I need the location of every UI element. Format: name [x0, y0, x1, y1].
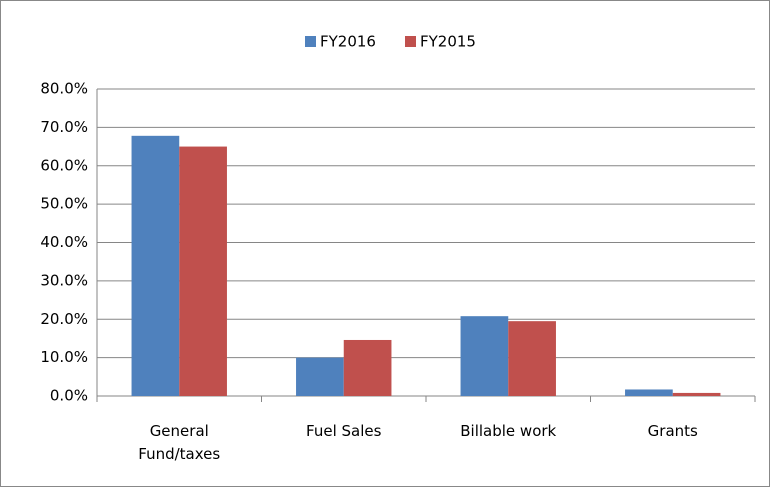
x-tick-label: Billable work [460, 422, 557, 440]
legend-swatch [405, 36, 416, 47]
y-tick-label: 20.0% [40, 310, 88, 328]
bar [296, 357, 344, 396]
bar [131, 135, 180, 396]
y-tick-label: 40.0% [40, 233, 88, 251]
y-tick-label: 30.0% [40, 271, 88, 289]
y-tick-label: 50.0% [40, 195, 88, 213]
y-tick-label: 0.0% [50, 387, 88, 405]
bar [460, 316, 509, 396]
x-tick-label: Fuel Sales [306, 422, 382, 440]
legend-swatch [305, 36, 316, 47]
legend-label: FY2016 [320, 33, 376, 51]
bar [508, 321, 556, 396]
bar [672, 392, 721, 396]
x-tick-label: General Fund/taxes [138, 422, 221, 463]
x-tick-label: Grants [647, 422, 698, 440]
bar [343, 339, 392, 396]
y-tick-label: 80.0% [40, 80, 88, 98]
legend-label: FY2015 [420, 33, 476, 51]
y-tick-label: 10.0% [40, 348, 88, 366]
bar [625, 389, 673, 396]
y-tick-label: 60.0% [40, 156, 88, 174]
y-tick-label: 70.0% [40, 118, 88, 136]
bar [179, 146, 227, 396]
